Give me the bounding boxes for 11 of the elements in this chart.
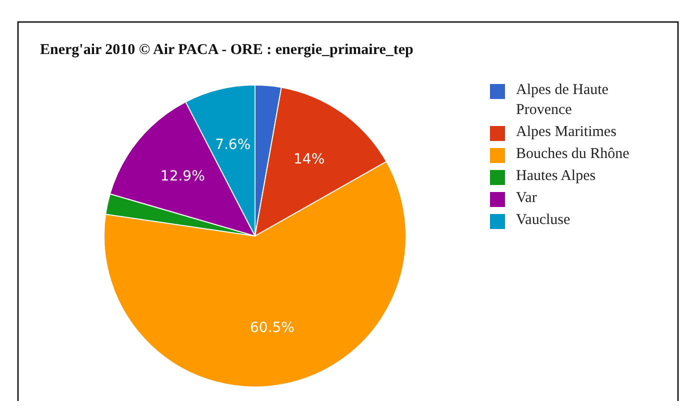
data-label: 12.9% bbox=[160, 168, 205, 184]
legend-label: Vaucluse bbox=[516, 212, 570, 228]
data-label: 7.6% bbox=[215, 136, 251, 153]
legend-label: Alpes de Haute Provence bbox=[516, 82, 609, 118]
legend-label: Var bbox=[516, 190, 537, 206]
data-label: 14% bbox=[294, 151, 325, 168]
legend-label: Hautes Alpes bbox=[516, 168, 596, 184]
legend-label: Alpes Maritimes bbox=[516, 124, 617, 140]
legend-label: Bouches du Rhône bbox=[516, 146, 630, 162]
data-label: 60.5% bbox=[250, 320, 294, 336]
chart-title: Energ'air 2010 © Air PACA - ORE : energie_primaire_tep bbox=[40, 42, 414, 58]
